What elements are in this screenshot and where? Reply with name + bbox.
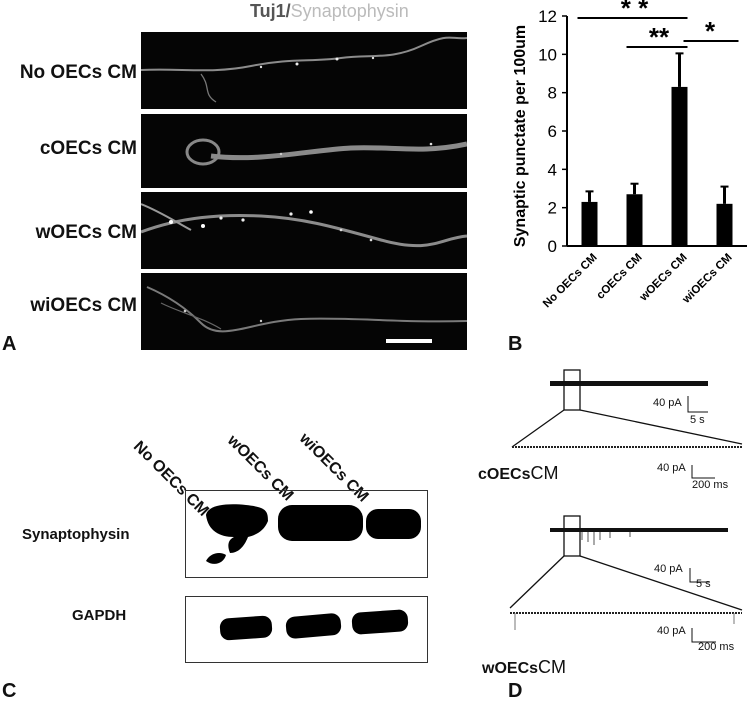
bar [626, 194, 643, 246]
x-tick-label: cOECs CM [595, 252, 645, 302]
scale-time-1b: 200 ms [692, 479, 729, 491]
panel-d-letter: D [508, 680, 523, 702]
row-label-wioecs: wiOECs CM [30, 295, 137, 316]
bar-chart: 0 2 4 6 8 10 12 Synaptic punctate per 100um No O… [512, 0, 747, 311]
tuj1-label: Tuj1/ [250, 1, 291, 21]
scale-amp-1: 40 pA [653, 397, 682, 409]
neurite-image-2 [185, 138, 468, 166]
bar [581, 201, 598, 246]
significance-label: ** [649, 22, 670, 52]
scale-time-2b: 200 ms [698, 641, 735, 653]
micrograph-woecs [140, 192, 468, 269]
scale-amp-2: 40 pA [654, 563, 683, 575]
gapdh-bands [219, 609, 409, 641]
x-tick-label: No OECs CM [541, 252, 600, 311]
row-label-no-oecs: No OECs CM [19, 62, 137, 83]
scale-bar [386, 339, 432, 343]
y-tick-label: 10 [538, 45, 557, 64]
significance-label: * * [621, 0, 649, 23]
trace-1-label: cOECsCM [478, 463, 558, 484]
neurite-image-1 [140, 36, 468, 103]
row-label-woecs: wOECs CM [35, 222, 137, 243]
zoom-box-1 [563, 369, 581, 411]
significance-label: * [705, 16, 716, 46]
bar [671, 86, 688, 247]
neurite-image-4 [146, 286, 468, 343]
y-tick-label: 12 [538, 7, 557, 26]
scale-time-1: 5 s [690, 414, 705, 426]
y-tick-label: 6 [548, 122, 557, 141]
trace-2-overview [550, 528, 728, 532]
micrograph-coecs [141, 114, 468, 188]
row-label-coecs: cOECs CM [39, 138, 137, 159]
y-axis-label: Synaptic punctate per 100um [512, 25, 529, 247]
blot-box-gapdh [185, 596, 428, 663]
panel-c-letter: C [2, 680, 17, 702]
scale-time-2: 5 s [696, 578, 711, 590]
synaptophysin-label: Synaptophysin [290, 1, 409, 21]
trace-1-overview [550, 381, 708, 386]
y-tick-label: 0 [548, 237, 557, 256]
scale-amp-2b: 40 pA [657, 625, 686, 637]
blot-box-synaptophysin [185, 490, 428, 578]
y-tick-label: 8 [548, 84, 557, 103]
blot-label-synaptophysin: Synaptophysin [22, 526, 130, 543]
panel-a-letter: A [2, 333, 17, 355]
bar [716, 203, 733, 246]
blot-label-gapdh: GAPDH [72, 607, 127, 624]
micrograph-no-oecs [140, 32, 468, 109]
trace-2-name: wOECs [482, 660, 539, 677]
micrograph-wioecs [141, 273, 468, 350]
y-tick-label: 4 [548, 160, 557, 179]
zoom-box-2 [563, 515, 581, 557]
trace-2-label: wOECsCM [482, 657, 566, 678]
synaptophysin-bands [206, 504, 421, 564]
ephys-traces [509, 369, 743, 643]
trace-1-suffix: CM [530, 463, 559, 483]
neurite-image-3 [140, 203, 468, 248]
scale-amp-1b: 40 pA [657, 462, 686, 474]
trace-1-name: cOECs [478, 466, 531, 483]
panel-a-title: Tuj1/Synaptophysin [250, 1, 409, 22]
trace-2-suffix: CM [538, 657, 567, 677]
y-tick-label: 2 [548, 199, 557, 218]
panel-b-letter: B [508, 333, 523, 355]
